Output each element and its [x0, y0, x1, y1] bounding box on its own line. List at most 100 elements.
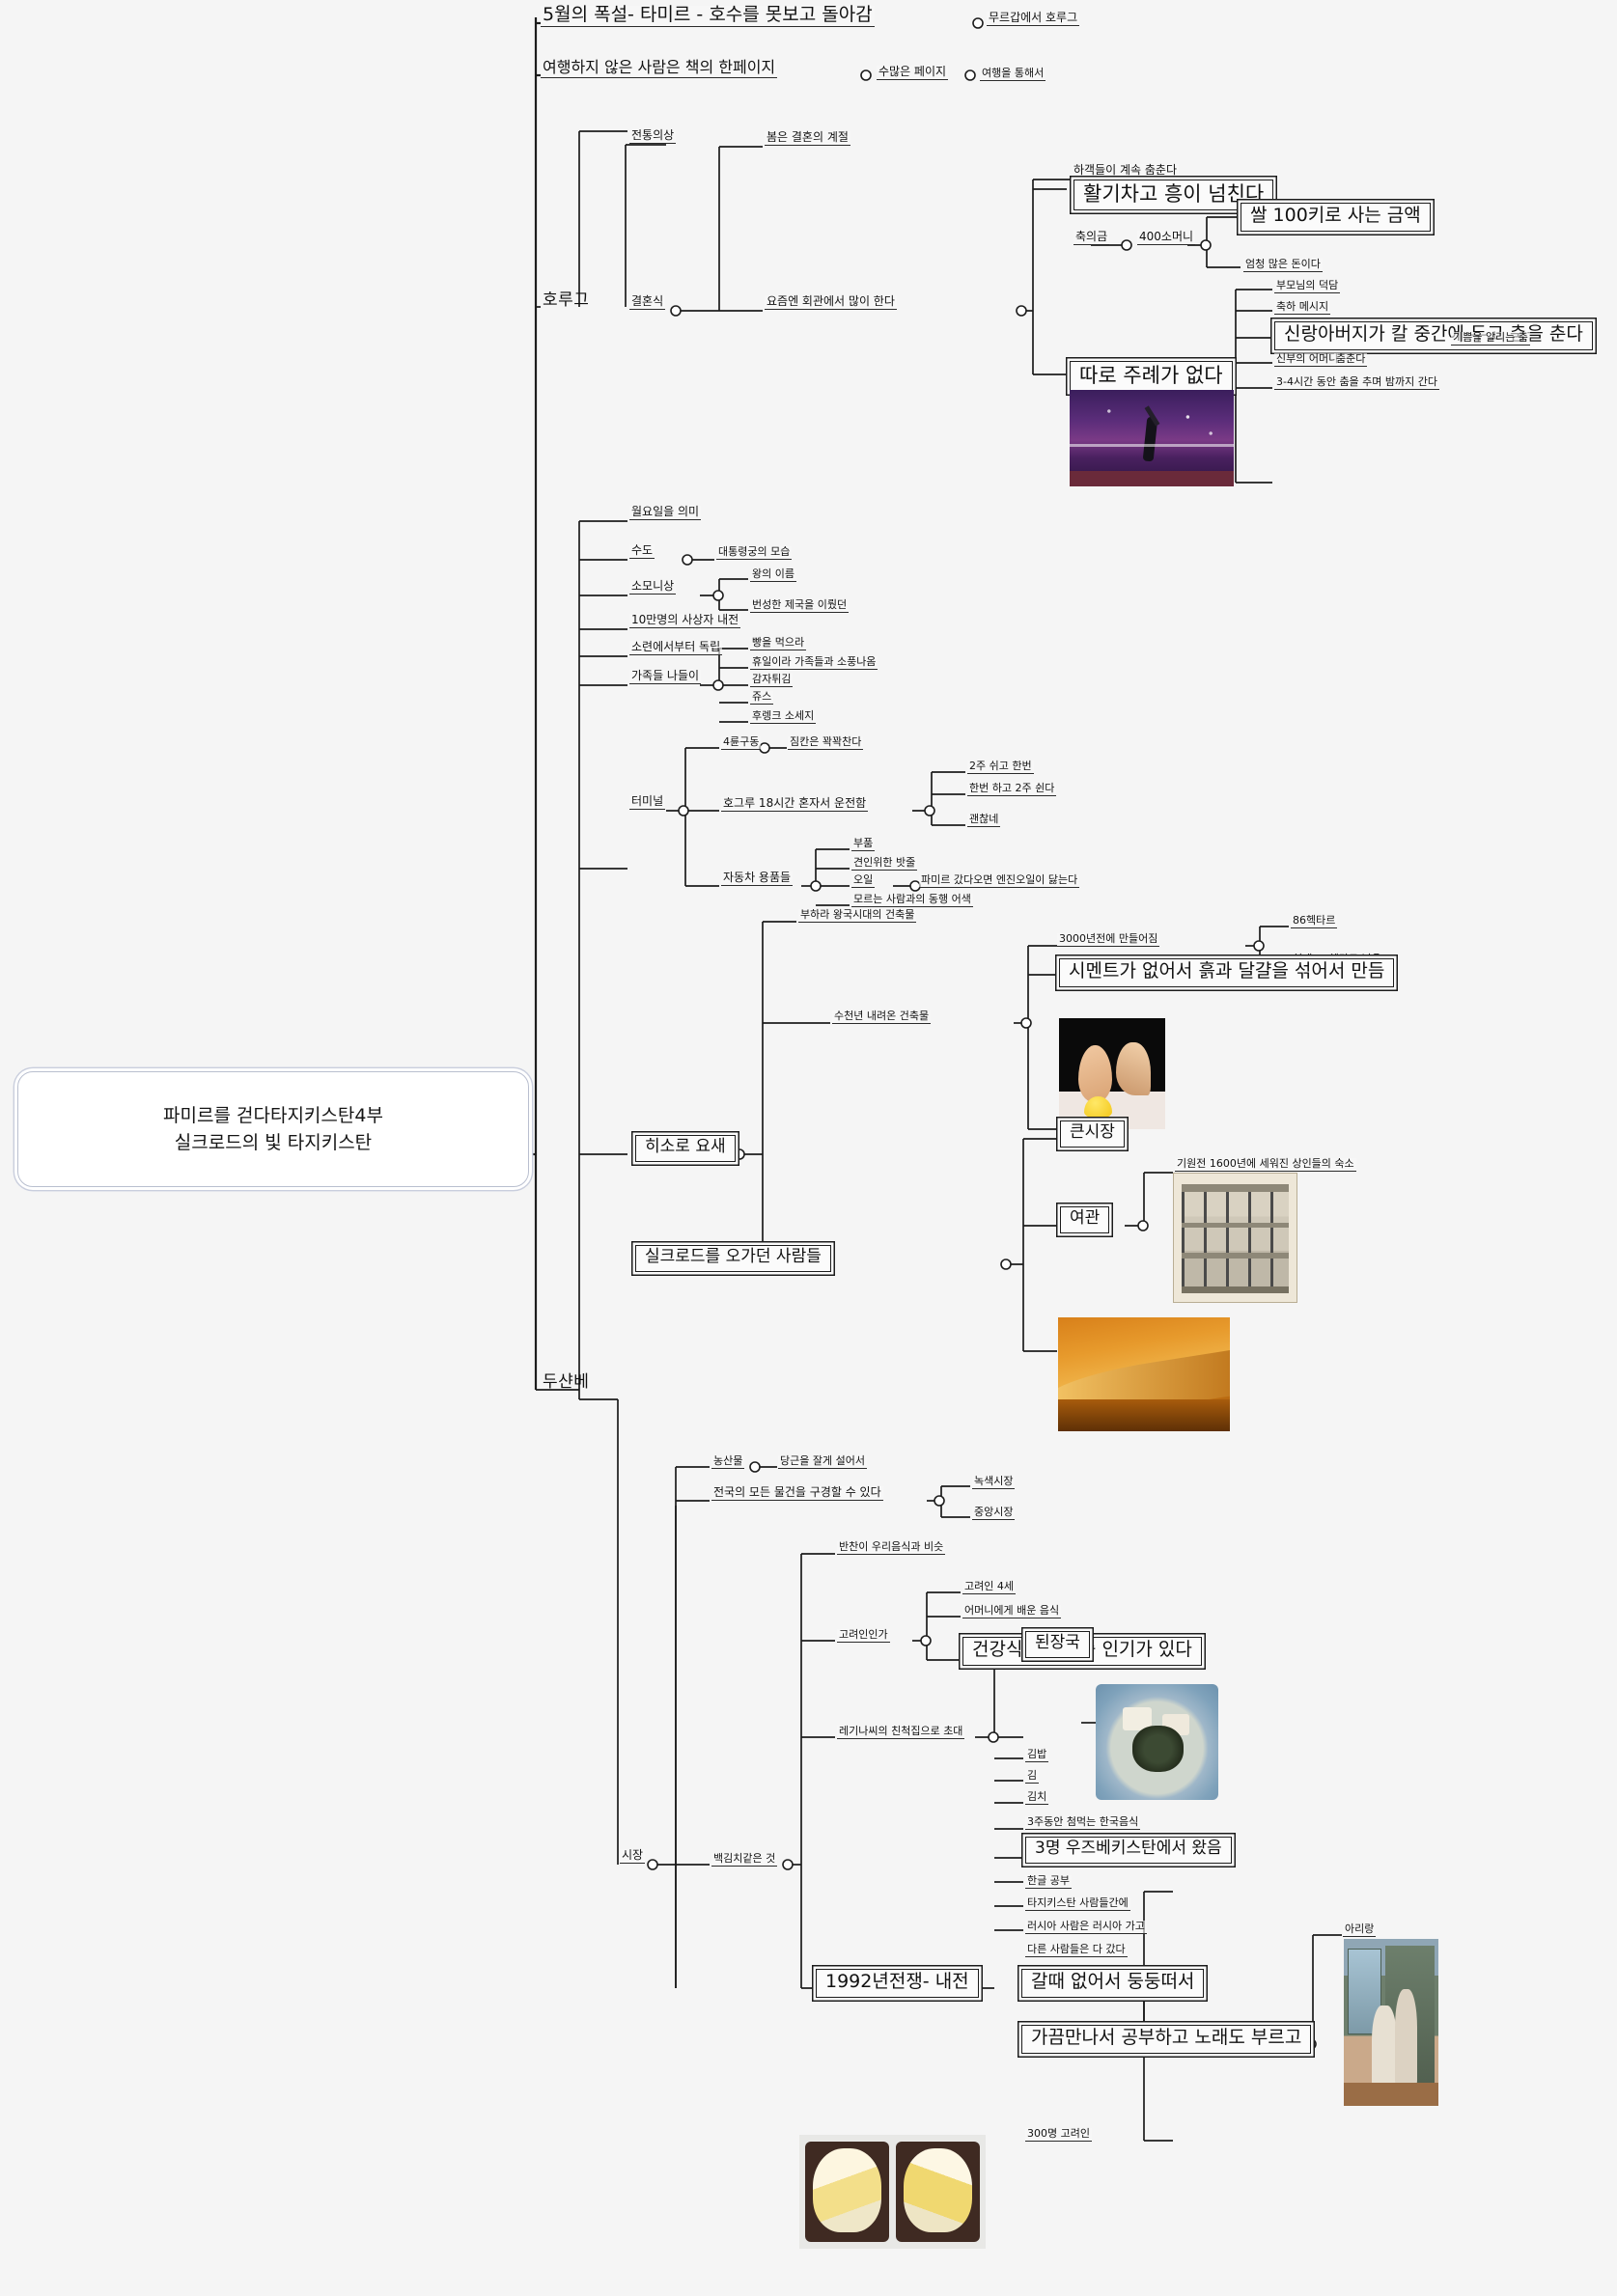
box-rice-100kg-amount[interactable]: 쌀 100키로 사는 금액: [1241, 203, 1431, 232]
note-car-supplies[interactable]: 자동차 용품들: [721, 871, 794, 886]
image-caravanserai-drawing: [1173, 1173, 1297, 1303]
box-doenjang-soup[interactable]: 된장국: [1025, 1631, 1090, 1658]
box-3-people-from-uzbekistan[interactable]: 3명 우즈베키스탄에서 왔음: [1025, 1837, 1232, 1864]
node-wedding[interactable]: 결혼식: [629, 294, 666, 310]
branch-dushanbe[interactable]: 두샨베: [543, 1372, 590, 1392]
node-somoni-statue[interactable]: 소모니상: [629, 579, 677, 595]
note-koryoin-4th-gen[interactable]: 고려인 4세: [962, 1580, 1016, 1594]
note-congrats-message[interactable]: 축하 메시지: [1274, 300, 1331, 315]
note-made-3000-years-ago[interactable]: 3000년전에 만들어짐: [1057, 932, 1160, 947]
note-may-snowstorm[interactable]: 5월의 폭설- 타미르 - 호수를 못보고 돌아감: [541, 4, 875, 27]
note-are-you-koryoin[interactable]: 고려인인가: [837, 1628, 890, 1643]
note-bride-mother[interactable]: 신부의 어머니: [1274, 352, 1341, 367]
note-86-hectares[interactable]: 86헥타르: [1291, 914, 1338, 928]
note-inn-1600bc[interactable]: 기원전 1600년에 세워진 상인들의 숙소: [1175, 1157, 1356, 1172]
note-invited-to-regina-relatives[interactable]: 레기나씨의 친척집으로 초대: [837, 1725, 965, 1739]
note-once-then-2weeks[interactable]: 한번 하고 2주 쉰다: [967, 782, 1057, 796]
box-no-officiant[interactable]: 따로 주례가 없다: [1070, 361, 1233, 393]
image-stage-dance: [1070, 390, 1234, 486]
node-market[interactable]: 시장: [620, 1848, 646, 1864]
note-millennia-old-building[interactable]: 수천년 내려온 건축물: [832, 1010, 932, 1024]
node-family-outing[interactable]: 가족들 나들이: [629, 669, 702, 684]
note-oil[interactable]: 오일: [851, 873, 876, 888]
note-gim[interactable]: 김: [1025, 1769, 1040, 1784]
image-sand-dune: [1058, 1317, 1230, 1431]
note-green-market[interactable]: 녹색시장: [972, 1475, 1016, 1489]
note-lots-of-money[interactable]: 엄청 많은 돈이다: [1243, 258, 1323, 272]
node-100k-casualties-civil-war[interactable]: 10만명의 사상자 내전: [629, 613, 741, 628]
note-rest-2weeks[interactable]: 2주 쉬고 한번: [967, 760, 1034, 774]
note-arirang[interactable]: 아리랑: [1343, 1923, 1377, 1937]
node-means-monday[interactable]: 월요일을 의미: [629, 505, 702, 520]
note-eat-bread[interactable]: 빵을 먹으라: [750, 636, 807, 650]
note-central-market[interactable]: 중앙시장: [972, 1506, 1016, 1520]
note-she-dances[interactable]: 춤춘다: [1334, 352, 1368, 367]
note-18h-solo-drive[interactable]: 호그루 18시간 혼자서 운전함: [721, 796, 869, 812]
note-gimbap[interactable]: 김밥: [1025, 1748, 1049, 1762]
note-study-hangul[interactable]: 한글 공부: [1025, 1874, 1072, 1889]
note-prosperous-empire[interactable]: 번성한 제국을 이뤘던: [750, 598, 850, 613]
box-inn[interactable]: 여관: [1060, 1206, 1110, 1233]
note-engine-oil-wears[interactable]: 파미르 갔다오면 엔진오일이 닳는다: [919, 873, 1080, 888]
node-traditional-costume[interactable]: 전통의상: [629, 128, 677, 144]
note-kimchi[interactable]: 김치: [1025, 1790, 1049, 1805]
box-lively-and-fun[interactable]: 활기차고 흥이 넘친다: [1073, 180, 1274, 211]
note-frank-sausage[interactable]: 후렝크 소세지: [750, 709, 817, 724]
box-big-market[interactable]: 큰시장: [1060, 1120, 1125, 1148]
note-guests-keep-dancing[interactable]: 하객들이 계속 춤춘다: [1072, 163, 1179, 179]
node-terminal[interactable]: 터미널: [629, 794, 666, 810]
note-presidential-palace[interactable]: 대통령궁의 모습: [716, 545, 793, 560]
branch-horog[interactable]: 호루그: [543, 290, 590, 310]
note-like-white-kimchi[interactable]: 백김치같은 것: [711, 1852, 778, 1867]
note-4wd[interactable]: 4륜구동: [721, 735, 762, 750]
note-others-all-left[interactable]: 다른 사람들은 다 갔다: [1025, 1943, 1128, 1957]
box-meet-study-sing[interactable]: 가끔만나서 공부하고 노래도 부르고: [1021, 2025, 1312, 2054]
note-many-pages[interactable]: 수많은 페이지: [877, 65, 949, 80]
note-family-picnic[interactable]: 휴일이라 가족들과 소풍나옴: [750, 655, 878, 670]
note-russians-went-to-russia[interactable]: 러시아 사람은 러시아 가고: [1025, 1920, 1147, 1934]
note-murgab-to-horog[interactable]: 무르갑에서 호루그: [987, 11, 1080, 26]
note-awkward-companion[interactable]: 모르는 사람과의 동행 어색: [851, 893, 973, 907]
note-through-travel[interactable]: 여행을 통해서: [980, 67, 1046, 81]
note-learned-from-mother[interactable]: 어머니에게 배운 음식: [962, 1604, 1062, 1618]
note-parents-blessing[interactable]: 부모님의 덕담: [1274, 279, 1341, 293]
root-title-line2: 실크로드의 빛 타지키스탄: [174, 1132, 373, 1153]
image-piano-painting: [1344, 1939, 1438, 2106]
root-node[interactable]: 파미르를 걷다타지키스탄4부 실크로드의 빛 타지키스탄: [17, 1071, 529, 1187]
note-all-goods-nationwide[interactable]: 전국의 모든 물건을 구경할 수 있다: [711, 1485, 883, 1501]
box-groom-father-knife-dance[interactable]: 신랑아버지가 칼 중간에 두고 춤을 춘다: [1274, 321, 1593, 350]
note-400-somoni[interactable]: 400소머니: [1137, 230, 1196, 245]
image-white-kimchi: [799, 2135, 986, 2249]
box-silkroad-travelers[interactable]: 실크로드를 오가던 사람들: [635, 1245, 831, 1272]
image-doenjang-soup: [1096, 1684, 1218, 1800]
note-produce[interactable]: 농산물: [711, 1454, 745, 1469]
note-gift-money[interactable]: 축의금: [1073, 230, 1110, 245]
note-king-name[interactable]: 왕의 이름: [750, 567, 796, 582]
note-banchan-similar[interactable]: 반찬이 우리음식과 비슷: [837, 1540, 946, 1555]
note-dance-3-4-hours[interactable]: 3-4시간 동안 춤을 추며 밤까지 간다: [1274, 375, 1440, 390]
box-nowhere-to-go[interactable]: 갈때 없어서 둥둥떠서: [1021, 1969, 1205, 1998]
note-carrot-sliced[interactable]: 당근을 잘게 설어서: [778, 1454, 867, 1469]
note-bukhara-era-building[interactable]: 부하라 왕국시대의 건축물: [798, 908, 917, 923]
box-1992-war-civil-war[interactable]: 1992년전쟁- 내전: [816, 1969, 979, 1998]
note-first-korean-food-in-3-weeks[interactable]: 3주동안 첨먹는 한국음식: [1025, 1815, 1141, 1830]
node-independence-from-ussr[interactable]: 소련에서부터 독립: [629, 640, 723, 655]
note-fried-potato[interactable]: 감자튀김: [750, 673, 794, 687]
note-joy-dance[interactable]: 기쁨을 알리는 춤: [1451, 331, 1530, 346]
root-title-line1: 파미르를 걷다타지키스탄4부: [163, 1104, 383, 1126]
note-book-one-page[interactable]: 여행하지 않은 사람은 책의 한페이지: [541, 58, 778, 78]
node-capital[interactable]: 수도: [629, 543, 655, 559]
node-spring-wedding-season[interactable]: 봄은 결혼의 계절: [765, 130, 850, 146]
note-between-tajik-people[interactable]: 타지키스탄 사람들간에: [1025, 1896, 1130, 1911]
image-egg-yolk: [1059, 1018, 1165, 1129]
box-mud-and-egg-mortar[interactable]: 시멘트가 없어서 흙과 달걀을 섞어서 만듬: [1059, 958, 1395, 987]
node-held-at-hall[interactable]: 요즘엔 회관에서 많이 한다: [765, 294, 897, 310]
note-juice[interactable]: 쥬스: [750, 690, 774, 705]
note-trunk-packed[interactable]: 짐칸은 꽉꽉찬다: [788, 735, 864, 750]
note-parts[interactable]: 부품: [851, 837, 876, 851]
note-300-koryoin[interactable]: 300명 고려인: [1025, 2127, 1092, 2142]
note-tow-rope[interactable]: 견인위한 밧줄: [851, 856, 918, 871]
box-hisor-fortress[interactable]: 히소로 요새: [635, 1135, 736, 1162]
note-not-bad[interactable]: 괜찮네: [967, 813, 1001, 827]
